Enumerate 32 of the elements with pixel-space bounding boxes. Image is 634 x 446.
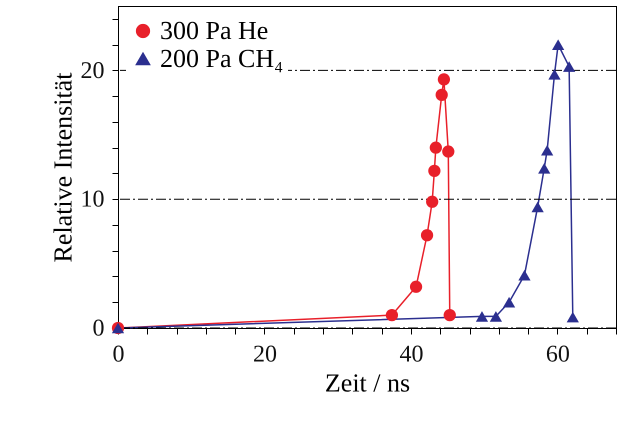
point bbox=[541, 144, 554, 156]
point bbox=[538, 162, 550, 174]
y-tick-label: 10 bbox=[80, 186, 104, 213]
point bbox=[490, 311, 502, 322]
point bbox=[410, 280, 422, 293]
x-tick-label: 60 bbox=[546, 342, 570, 368]
y-tick-label: 20 bbox=[80, 58, 104, 84]
point bbox=[442, 145, 454, 158]
point bbox=[563, 61, 576, 72]
point bbox=[386, 309, 398, 322]
point bbox=[420, 229, 434, 242]
point bbox=[428, 164, 440, 177]
point bbox=[436, 88, 448, 101]
x-tick-label: 20 bbox=[252, 342, 277, 368]
point bbox=[518, 270, 531, 280]
y-axis-title: Relative Intensität bbox=[48, 72, 78, 262]
point bbox=[532, 202, 544, 212]
point bbox=[426, 196, 438, 208]
point bbox=[502, 296, 516, 308]
x-axis-title: Zeit / ns bbox=[324, 368, 410, 398]
point bbox=[444, 309, 456, 322]
y-tick-label: 0 bbox=[92, 316, 104, 342]
legend-label: 300 Pa He bbox=[160, 16, 268, 45]
legend-label: 200 Pa CH₄ bbox=[160, 44, 284, 73]
point bbox=[476, 311, 488, 322]
x-tick-label: 40 bbox=[399, 342, 424, 368]
point bbox=[566, 312, 579, 322]
x-tick-label: 0 bbox=[112, 342, 124, 368]
point bbox=[552, 39, 564, 50]
point bbox=[438, 73, 450, 86]
point bbox=[430, 142, 442, 154]
point bbox=[548, 68, 561, 80]
